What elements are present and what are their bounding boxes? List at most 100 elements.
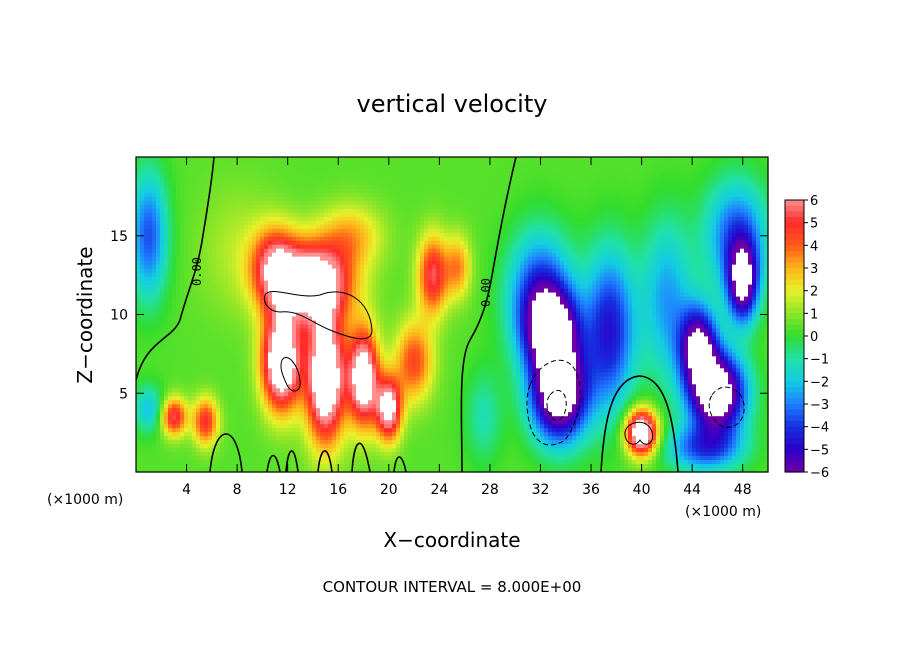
- heatmap-cell: [316, 420, 321, 425]
- heatmap-cell: [344, 404, 349, 409]
- heatmap-cell: [360, 360, 365, 365]
- heatmap-cell: [248, 444, 253, 449]
- heatmap-cell: [144, 212, 149, 218]
- heatmap-cell: [140, 320, 145, 326]
- heatmap-cell: [288, 252, 293, 258]
- heatmap-cell: [264, 404, 269, 409]
- heatmap-cell: [176, 208, 181, 214]
- heatmap-cell: [156, 424, 161, 429]
- heatmap-cell: [332, 252, 337, 258]
- heatmap-cell: [352, 188, 357, 194]
- heatmap-cell: [136, 292, 141, 298]
- heatmap-cell: [300, 440, 305, 445]
- heatmap-cell: [180, 208, 185, 214]
- heatmap-cell: [184, 272, 189, 278]
- heatmap-cell: [256, 392, 261, 397]
- heatmap-cell: [328, 412, 333, 417]
- heatmap-cell: [384, 320, 389, 326]
- heatmap-cell: [364, 224, 369, 230]
- heatmap-cell: [280, 396, 285, 401]
- heatmap-cell: [244, 256, 249, 262]
- heatmap-cell: [144, 292, 149, 298]
- heatmap-cell: [272, 424, 277, 429]
- heatmap-cell: [136, 432, 141, 437]
- heatmap-cell: [316, 424, 321, 429]
- heatmap-cell: [164, 228, 169, 234]
- heatmap-cell: [236, 368, 241, 373]
- heatmap-cell: [192, 460, 197, 465]
- heatmap-cell: [380, 344, 385, 349]
- heatmap-cell: [372, 240, 377, 246]
- heatmap-cell: [376, 412, 381, 417]
- heatmap-cell: [248, 416, 253, 421]
- heatmap-cell: [160, 168, 165, 174]
- heatmap-cell: [296, 296, 301, 302]
- heatmap-cell: [304, 452, 309, 457]
- heatmap-cell: [148, 236, 153, 242]
- heatmap-cell: [324, 272, 329, 278]
- heatmap-cell: [172, 424, 177, 429]
- heatmap-cell: [320, 172, 325, 178]
- heatmap-cell: [140, 308, 145, 314]
- heatmap-cell: [152, 216, 157, 222]
- heatmap-cell: [212, 460, 217, 465]
- heatmap-cell: [252, 316, 257, 322]
- heatmap-cell: [264, 312, 269, 318]
- heatmap-cell: [384, 396, 389, 401]
- heatmap-cell: [280, 276, 285, 282]
- heatmap-cell: [140, 368, 145, 373]
- heatmap-cell: [284, 412, 289, 417]
- heatmap-cell: [336, 192, 341, 198]
- heatmap-cell: [232, 400, 237, 405]
- heatmap-cell: [204, 204, 209, 210]
- heatmap-cell: [184, 460, 189, 465]
- heatmap-cell: [296, 464, 301, 469]
- heatmap-cell: [244, 276, 249, 282]
- heatmap-cell: [332, 300, 337, 306]
- heatmap-cell: [304, 376, 309, 381]
- heatmap-cell: [356, 296, 361, 302]
- heatmap-cell: [232, 308, 237, 314]
- heatmap-cell: [376, 208, 381, 214]
- heatmap-cell: [216, 180, 221, 186]
- heatmap-cell: [372, 392, 377, 397]
- heatmap-cell: [152, 316, 157, 322]
- heatmap-cell: [340, 264, 345, 270]
- heatmap-cell: [256, 252, 261, 258]
- heatmap-cell: [372, 384, 377, 389]
- heatmap-cell: [328, 204, 333, 210]
- heatmap-cell: [152, 256, 157, 262]
- heatmap-cell: [184, 328, 189, 334]
- heatmap-cell: [360, 456, 365, 461]
- heatmap-cell: [160, 332, 165, 338]
- heatmap-cell: [136, 324, 141, 330]
- heatmap-cell: [184, 260, 189, 266]
- heatmap-cell: [384, 232, 389, 238]
- heatmap-cell: [244, 452, 249, 457]
- heatmap-cell: [308, 300, 313, 306]
- heatmap-cell: [248, 372, 253, 377]
- heatmap-cell: [328, 336, 333, 342]
- heatmap-cell: [272, 276, 277, 282]
- heatmap-cell: [256, 200, 261, 206]
- heatmap-cell: [288, 200, 293, 206]
- heatmap-cell: [376, 360, 381, 365]
- heatmap-cell: [248, 212, 253, 218]
- heatmap-cell: [348, 460, 353, 465]
- heatmap-cell: [296, 272, 301, 278]
- heatmap-cell: [176, 416, 181, 421]
- heatmap-cell: [236, 296, 241, 302]
- heatmap-cell: [292, 416, 297, 421]
- heatmap-cell: [308, 312, 313, 318]
- heatmap-cell: [260, 264, 265, 270]
- heatmap-cell: [180, 300, 185, 306]
- heatmap-cell: [144, 448, 149, 453]
- heatmap-cell: [320, 404, 325, 409]
- heatmap-cell: [136, 304, 141, 310]
- heatmap-cell: [340, 256, 345, 262]
- heatmap-cell: [148, 184, 153, 190]
- heatmap-cell: [192, 168, 197, 174]
- heatmap-cell: [224, 160, 229, 166]
- heatmap-cell: [272, 300, 277, 306]
- heatmap-cell: [156, 196, 161, 202]
